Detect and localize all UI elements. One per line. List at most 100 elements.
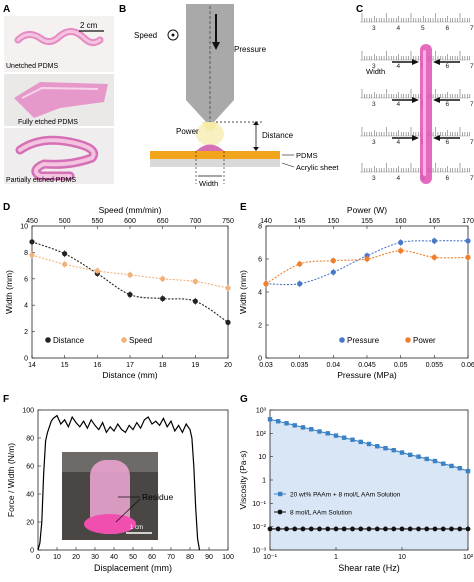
data-point-paam xyxy=(407,452,413,458)
shaded-area xyxy=(270,419,468,550)
width-arrowhead-left xyxy=(412,59,419,65)
y-tick-label: 8 xyxy=(24,250,28,257)
ruler-number: 3 xyxy=(372,101,376,108)
y-tick-label: 4 xyxy=(258,290,262,297)
data-point-paam xyxy=(366,441,372,447)
speed-label: Speed xyxy=(134,31,157,40)
data-point-paam xyxy=(441,461,446,466)
width-label-c: Width xyxy=(366,67,385,76)
data-point-distance xyxy=(225,319,231,325)
y-tick-label: 10 xyxy=(258,454,266,461)
x-tick-label: 10² xyxy=(463,554,474,561)
x-tick-label: 40 xyxy=(110,554,118,561)
x-tick-label: 60 xyxy=(148,554,156,561)
panel-a: A 2 cm Unetched PDMS Fully etched PDMS P… xyxy=(3,4,114,184)
y-tick-label: 0 xyxy=(258,356,262,363)
x2-tick-label: 650 xyxy=(157,218,169,225)
power-label: Power xyxy=(176,127,199,136)
legend-label: 8 mol/L AAm Solution xyxy=(290,510,352,517)
x-tick-label: 15 xyxy=(61,362,69,369)
panel-g: G 10⁻¹ 1 10 10² 10⁻³ 10⁻² 10⁻¹ 1 10 10² 10³ Shear r… xyxy=(238,394,474,573)
y-axis-label: Force / Width (N/m) xyxy=(6,443,16,517)
panel-label-f: F xyxy=(3,394,9,405)
chart-d: 14 15 16 17 18 19 20 450 500 550 600 650 700 750 0 2 4 6 8… xyxy=(4,205,234,380)
x-tick-label: 0.03 xyxy=(259,362,273,369)
legend-marker xyxy=(121,337,127,343)
data-point-aam xyxy=(383,526,388,532)
data-point-paam xyxy=(284,421,289,426)
plasma-glow-outer xyxy=(196,122,224,146)
data-point-aam xyxy=(284,526,289,532)
ruler-number: 3 xyxy=(372,175,376,182)
data-point-speed xyxy=(225,285,231,291)
y-tick-label: 20 xyxy=(26,520,34,527)
data-point-paam xyxy=(275,419,281,424)
x-tick-label: 0.035 xyxy=(291,362,309,369)
caption-unetched: Unetched PDMS xyxy=(6,63,58,70)
x-tick-label: 30 xyxy=(91,554,99,561)
data-point-speed xyxy=(160,276,166,282)
inset-scale-label: 1 cm xyxy=(130,525,143,531)
data-point-aam xyxy=(457,526,463,532)
data-point-power xyxy=(465,254,471,260)
speed-symbol-ring xyxy=(167,29,179,41)
x2-tick-label: 165 xyxy=(428,218,440,225)
ruler-number: 7 xyxy=(470,175,474,182)
fully-etched-pdms-highlight xyxy=(21,86,99,99)
x2-tick-label: 500 xyxy=(59,218,71,225)
x2-tick-label: 700 xyxy=(189,218,201,225)
x-tick-label: 0 xyxy=(36,554,40,561)
y-tick-label: 8 xyxy=(258,224,262,231)
ruler-number: 6 xyxy=(446,63,450,70)
data-point-power xyxy=(297,261,303,267)
x2-axis-label: Speed (mm/min) xyxy=(99,205,162,215)
data-point-aam xyxy=(317,526,322,532)
x2-tick-label: 150 xyxy=(327,218,339,225)
x2-tick-label: 600 xyxy=(124,218,136,225)
x2-tick-label: 145 xyxy=(294,218,306,225)
y-tick-label: 4 xyxy=(24,303,28,310)
ruler-number: 7 xyxy=(470,63,474,70)
data-point-pressure xyxy=(330,269,336,275)
ruler-number: 6 xyxy=(446,101,450,108)
ruler-number: 3 xyxy=(372,139,376,146)
y-tick-label: 10³ xyxy=(256,408,267,415)
partially-etched-pdms-core xyxy=(18,138,96,178)
data-point-distance xyxy=(160,296,166,302)
y-tick-label: 60 xyxy=(26,464,34,471)
data-point-aam xyxy=(391,526,397,532)
ruler-number: 4 xyxy=(397,101,401,108)
data-point-paam xyxy=(457,466,462,471)
data-point-power xyxy=(330,258,336,264)
data-point-aam xyxy=(333,526,339,532)
x-tick-label: 18 xyxy=(159,362,167,369)
legend-marker xyxy=(339,337,345,343)
panel-f: F 0 10 20 30 40 50 60 70 80 90 100 0 20 40 60 80 100 Disp… xyxy=(3,394,234,573)
scale-bar-label: 2 cm xyxy=(80,21,98,30)
data-point-paam xyxy=(300,425,306,430)
chart-e: 0.03 0.035 0.04 0.045 0.05 0.055 0.06 140 145 150… xyxy=(238,205,474,380)
series-line-pressure xyxy=(265,240,469,286)
width-label: Width xyxy=(199,179,218,188)
data-point-aam xyxy=(341,526,347,532)
data-point-aam xyxy=(374,526,380,532)
ruler-number: 7 xyxy=(470,101,474,108)
distance-label: Distance xyxy=(262,131,294,140)
data-point-pressure xyxy=(398,239,404,246)
y-axis-label: Viscosity (Pa·s) xyxy=(238,450,248,509)
y-tick-label: 6 xyxy=(24,276,28,283)
ruler-number: 3 xyxy=(372,63,376,70)
force-curve xyxy=(37,414,201,551)
residue-photo: 1 cm xyxy=(62,452,158,540)
data-point-aam xyxy=(267,526,273,532)
data-point-paam xyxy=(449,463,454,469)
data-point-aam xyxy=(350,526,355,532)
data-point-aam xyxy=(399,526,405,532)
y-tick-label: 6 xyxy=(258,257,262,264)
data-point-paam xyxy=(325,431,330,436)
y-axis-label: Width (mm) xyxy=(238,270,248,314)
legend-label: Pressure xyxy=(347,336,380,345)
data-point-aam xyxy=(325,526,331,532)
y-tick-label: 0 xyxy=(30,548,34,555)
